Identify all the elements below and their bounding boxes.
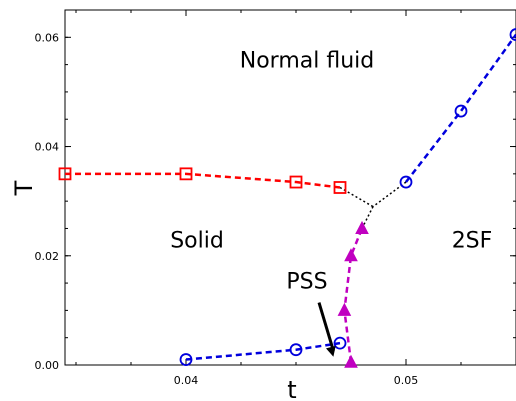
series-line bbox=[65, 172, 341, 189]
region-label: Normal fluid bbox=[240, 48, 374, 73]
y-tick-label: 0.02 bbox=[35, 250, 60, 263]
square-marker bbox=[289, 175, 303, 189]
region-label: 2SF bbox=[452, 229, 493, 254]
y-axis-label: T bbox=[10, 180, 38, 196]
pss-arrow-head bbox=[326, 345, 336, 357]
circle-marker bbox=[289, 343, 303, 357]
x-tick-label: 0.04 bbox=[174, 374, 199, 387]
region-label: Solid bbox=[170, 229, 224, 254]
series-line bbox=[405, 33, 516, 183]
series-line bbox=[343, 227, 364, 363]
circle-marker bbox=[454, 104, 468, 118]
region-label: PSS bbox=[286, 270, 327, 295]
circle-marker bbox=[333, 336, 347, 350]
square-marker bbox=[179, 167, 193, 181]
triangle-marker bbox=[344, 354, 358, 368]
triangle-marker bbox=[337, 302, 352, 316]
triangle-marker bbox=[355, 220, 369, 234]
y-tick-label: 0.06 bbox=[35, 31, 60, 44]
dotted-connectors bbox=[339, 181, 407, 229]
data-series bbox=[58, 28, 516, 368]
circle-marker bbox=[399, 175, 413, 189]
circle-marker bbox=[509, 28, 516, 41]
y-tick-label: 0.04 bbox=[35, 141, 60, 154]
axis-ticks: 0.04 0.05 0.00 0.02 0.04 0.06 bbox=[35, 9, 516, 387]
series-line bbox=[185, 341, 341, 361]
plot-frame bbox=[64, 9, 516, 366]
circle-marker bbox=[179, 353, 193, 366]
annotations: Normal fluid Solid 2SF PSS bbox=[170, 48, 493, 357]
x-tick-label: 0.05 bbox=[394, 374, 419, 387]
square-marker bbox=[58, 167, 72, 181]
triangle-marker bbox=[344, 248, 358, 262]
square-marker bbox=[333, 181, 347, 194]
x-axis-label: t bbox=[287, 376, 296, 401]
y-tick-label: 0.00 bbox=[35, 359, 60, 372]
pss-arrow-shaft bbox=[317, 302, 335, 352]
